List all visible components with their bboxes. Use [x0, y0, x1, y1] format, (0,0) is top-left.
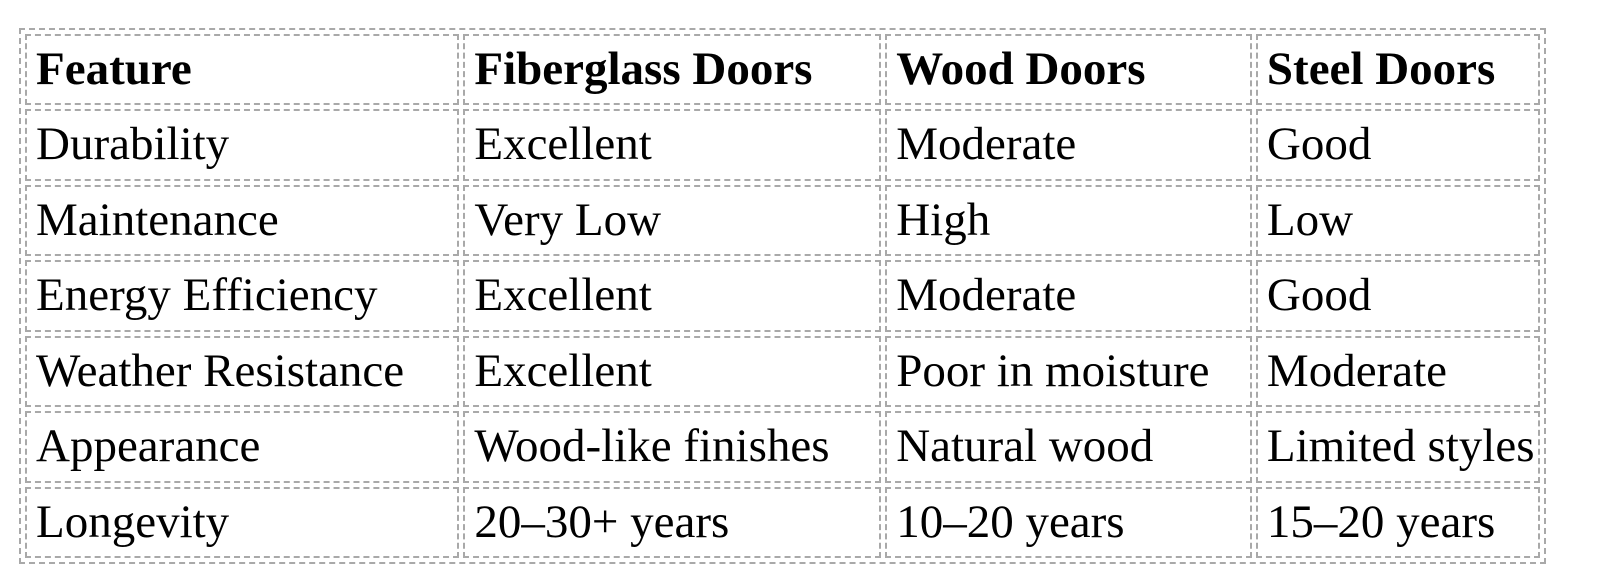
value-cell: Poor in moisture — [885, 335, 1252, 408]
value-cell: Moderate — [885, 260, 1252, 332]
table-row: Maintenance Very Low High Low — [25, 184, 1540, 257]
feature-cell: Durability — [25, 109, 460, 181]
table-row: Durability Excellent Moderate Good — [25, 109, 1540, 181]
table-body: Durability Excellent Moderate Good Maintenan… — [25, 109, 1540, 559]
value-cell: Excellent — [463, 335, 882, 408]
value-cell: Good — [1255, 109, 1540, 181]
value-cell: High — [885, 184, 1252, 257]
value-cell: Good — [1255, 260, 1540, 332]
feature-cell: Longevity — [25, 486, 460, 559]
door-comparison-table: Feature Fiberglass Doors Wood Doors Steel D… — [19, 28, 1546, 565]
feature-cell: Appearance — [25, 411, 460, 483]
value-cell: 10–20 years — [885, 486, 1252, 559]
value-cell: Moderate — [885, 109, 1252, 181]
table-row: Weather Resistance Excellent Poor in moist… — [25, 335, 1540, 408]
feature-cell: Energy Efficiency — [25, 260, 460, 332]
table-row: Energy Efficiency Excellent Moderate Good — [25, 260, 1540, 332]
header-cell-feature: Feature — [25, 34, 460, 106]
header-row: Feature Fiberglass Doors Wood Doors Steel D… — [25, 34, 1540, 106]
header-cell-fiberglass-doors: Fiberglass Doors — [463, 34, 882, 106]
value-cell: 20–30+ years — [463, 486, 882, 559]
header-cell-steel-doors: Steel Doors — [1255, 34, 1540, 106]
value-cell: Moderate — [1255, 335, 1540, 408]
table-row: Longevity 20–30+ years 10–20 years 15–20 ye… — [25, 486, 1540, 559]
value-cell: Very Low — [463, 184, 882, 257]
value-cell: Excellent — [463, 109, 882, 181]
value-cell: 15–20 years — [1255, 486, 1540, 559]
value-cell: Excellent — [463, 260, 882, 332]
value-cell: Natural wood — [885, 411, 1252, 483]
value-cell: Limited styles — [1255, 411, 1540, 483]
feature-cell: Weather Resistance — [25, 335, 460, 408]
table-row: Appearance Wood-like finishes Natural wood… — [25, 411, 1540, 483]
value-cell: Low — [1255, 184, 1540, 257]
header-cell-wood-doors: Wood Doors — [885, 34, 1252, 106]
value-cell: Wood-like finishes — [463, 411, 882, 483]
feature-cell: Maintenance — [25, 184, 460, 257]
